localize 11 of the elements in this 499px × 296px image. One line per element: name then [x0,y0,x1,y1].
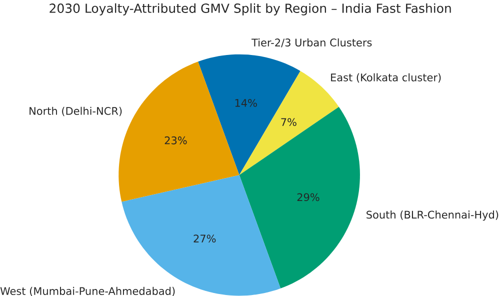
chart-title: 2030 Loyalty-Attributed GMV Split by Region – India Fast Fashion [50,3,451,16]
data-label: 23% [164,136,187,144]
slice-label: North (Delhi-NCR) [30,106,122,116]
data-label: 27% [194,234,216,242]
slice-label: West (Mumbai-Pune-Ahmedabad) [0,286,175,296]
slice-label: East (Kolkata cluster) [331,73,441,82]
data-label: 14% [235,98,257,107]
slice-label: South (BLR-Chennai-Hyd) [366,210,498,221]
data-label: 7% [281,118,296,126]
data-label: 29% [297,193,320,201]
slice-label: Tier-2/3 Urban Clusters [251,38,372,48]
